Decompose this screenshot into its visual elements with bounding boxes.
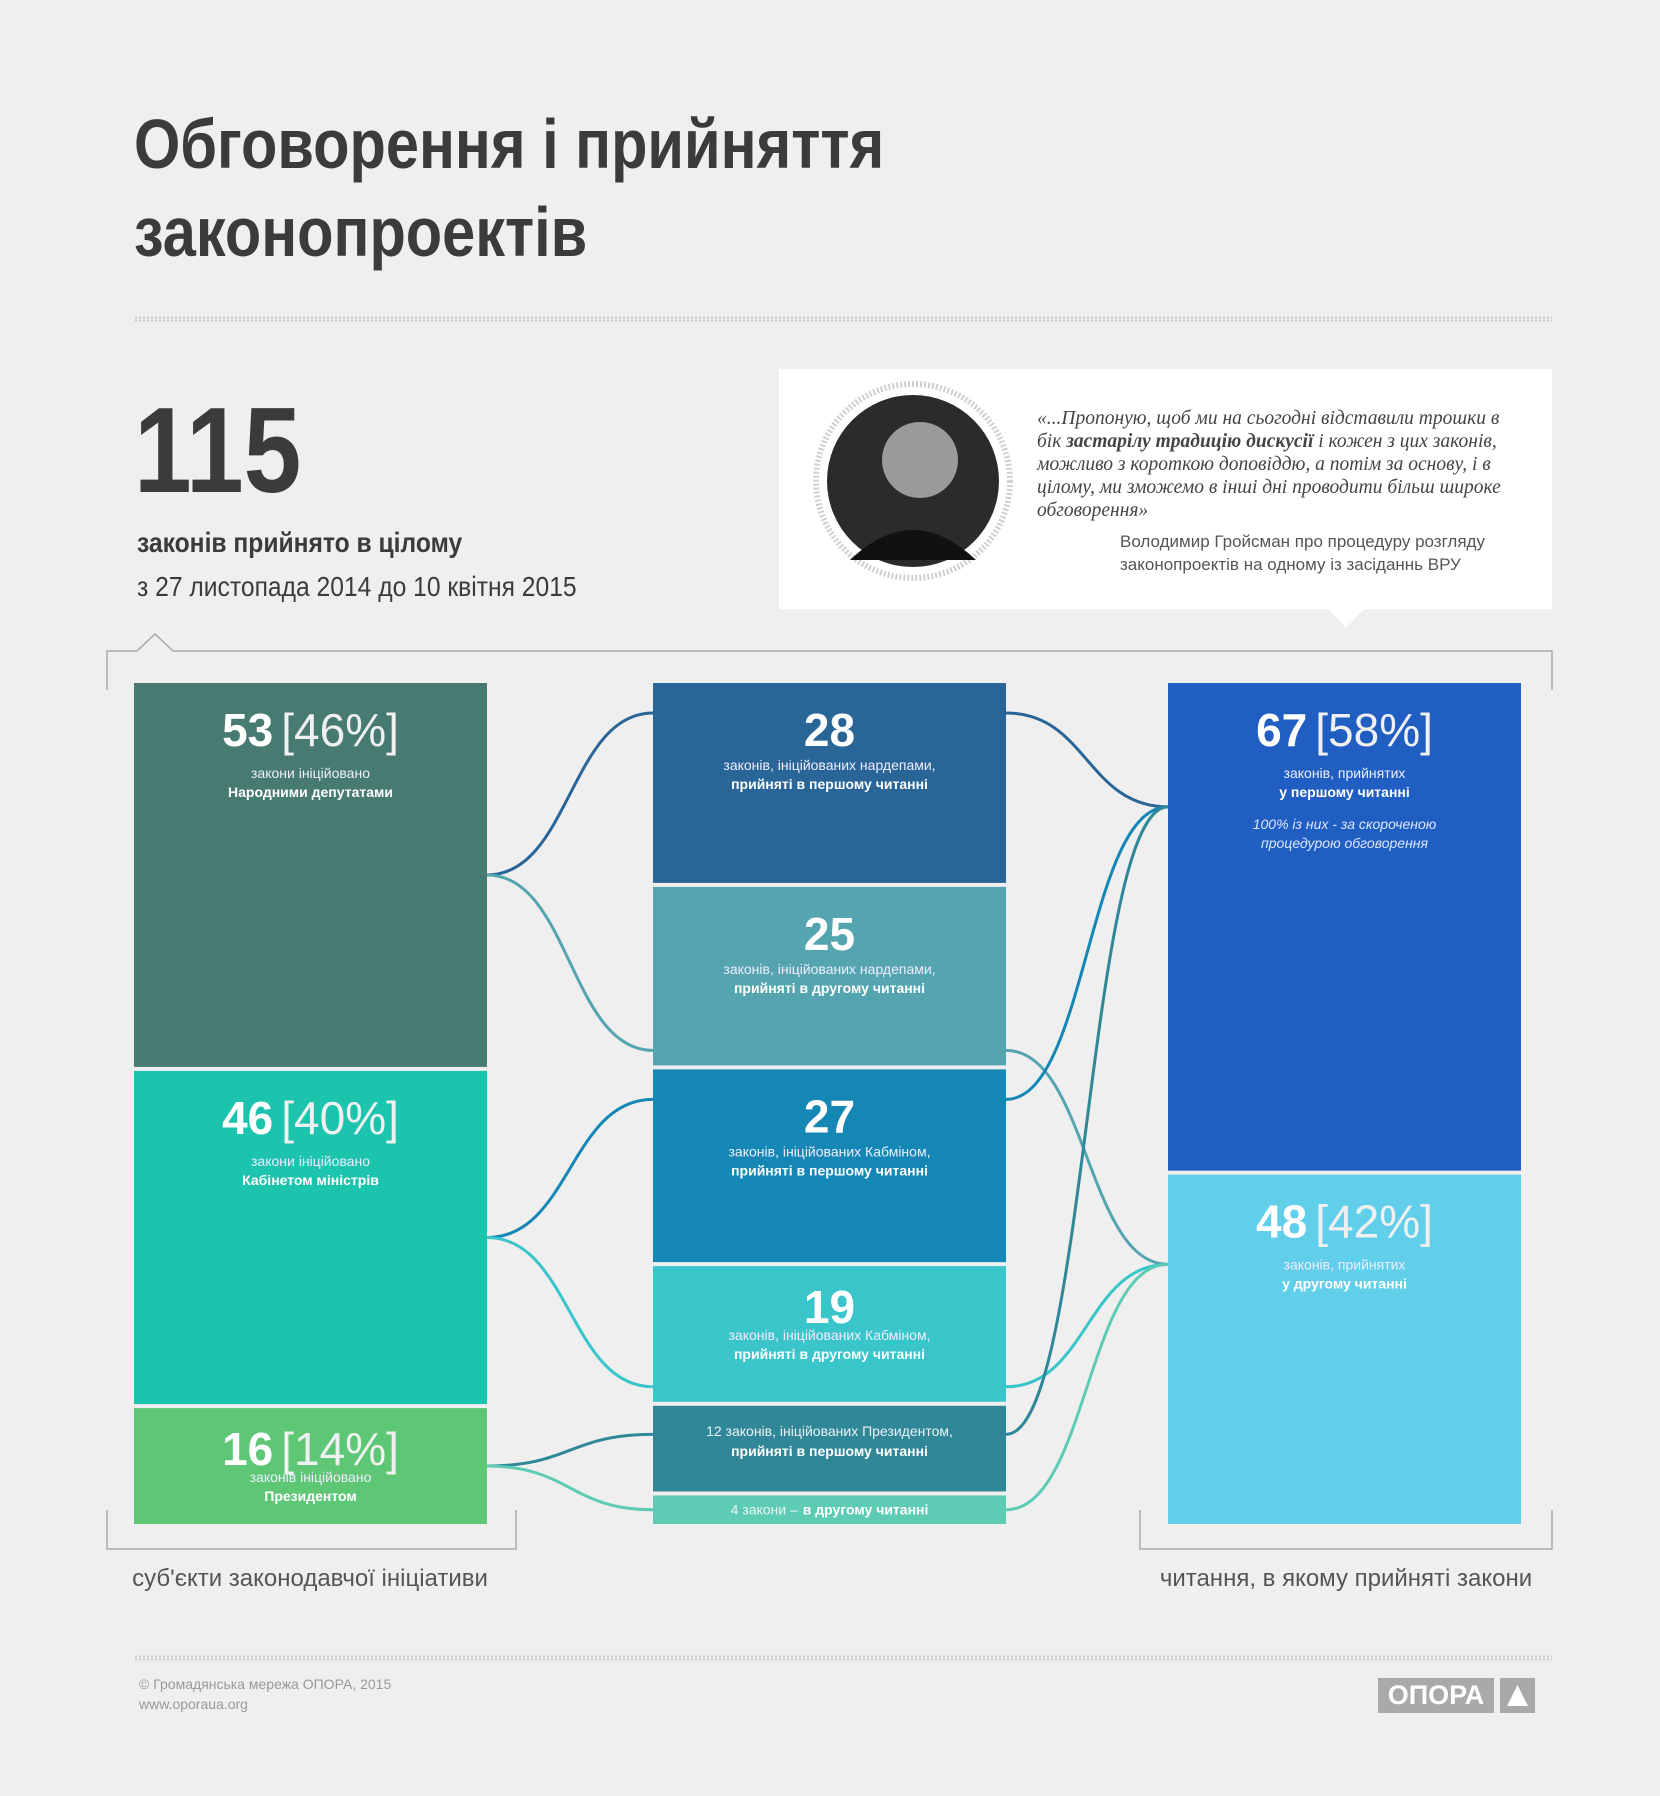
node-block bbox=[653, 1405, 1006, 1492]
node-caption-bold: прийняті в першому читанні bbox=[731, 1162, 928, 1178]
total-caption: законів прийнято в цілому bbox=[137, 527, 463, 558]
quote-pointer bbox=[1328, 609, 1364, 628]
node-value: 46 bbox=[222, 1092, 273, 1144]
node-number: 48 [42%] bbox=[1256, 1196, 1433, 1248]
separator bbox=[134, 316, 1552, 322]
node-caption: закони ініційовано bbox=[251, 1153, 370, 1169]
node-caption-bold: Кабінетом міністрів bbox=[242, 1172, 379, 1188]
node-caption: 4 закони – в другому читанні bbox=[731, 1502, 929, 1518]
flow-link bbox=[486, 873, 654, 1052]
node-caption-bold: прийняті в другому читанні bbox=[734, 980, 925, 996]
node-number: 16 [14%] bbox=[222, 1423, 399, 1475]
flow-link bbox=[1005, 711, 1169, 809]
flow-link bbox=[486, 1236, 654, 1389]
node-number: 25 bbox=[804, 908, 855, 960]
node-caption-bold: Президентом bbox=[264, 1488, 357, 1504]
node-block bbox=[653, 683, 1006, 883]
node-value: 25 bbox=[804, 908, 855, 960]
node-number: 19 bbox=[804, 1281, 855, 1333]
title: Обговорення і прийняття законопроектів bbox=[134, 105, 885, 271]
node-number: 53 [46%] bbox=[222, 704, 399, 756]
column-label: читання, в якому прийняті закони bbox=[1160, 1565, 1532, 1592]
photo-face bbox=[882, 422, 958, 498]
node-block bbox=[653, 1069, 1006, 1263]
quote-emphasis: застарілу традицію дискусії bbox=[1066, 431, 1314, 452]
url: www.oporaua.org bbox=[139, 1696, 248, 1712]
node-value-label: 12 законів, ініційованих Президентом, bbox=[706, 1423, 953, 1439]
node-value: 27 bbox=[804, 1090, 855, 1142]
node-block bbox=[134, 683, 487, 1067]
node-caption: законів, прийнятих bbox=[1284, 765, 1406, 781]
bracket-top bbox=[106, 632, 1553, 690]
attribution: Володимир Гройсман про процедуру розгляд… bbox=[1120, 532, 1485, 574]
node-value: 19 bbox=[804, 1281, 855, 1333]
quote-text: і кожен з цих законів, можливо з коротко… bbox=[1037, 431, 1501, 521]
flow-link bbox=[1005, 1262, 1169, 1512]
node-number: 27 bbox=[804, 1090, 855, 1142]
node-caption-bold: прийняті в першому читанні bbox=[731, 1443, 928, 1459]
node-caption: законів, ініційованих Кабміном, bbox=[729, 1143, 931, 1159]
node-caption: законів, ініційованих Кабміном, bbox=[729, 1327, 931, 1343]
flow-link bbox=[1005, 1262, 1169, 1389]
logo-mark bbox=[1500, 1678, 1535, 1713]
node-value: 48 bbox=[1256, 1196, 1307, 1248]
flow-link bbox=[486, 711, 654, 877]
flow-link bbox=[1005, 805, 1169, 1436]
node-caption: законів, прийнятих bbox=[1284, 1257, 1406, 1273]
node-caption-bold: Народними депутатами bbox=[228, 784, 393, 800]
bracket-right bbox=[1139, 1510, 1553, 1550]
total: 115 bbox=[134, 382, 302, 518]
node-value: 53 bbox=[222, 704, 273, 756]
node-number: 28 bbox=[804, 704, 855, 756]
quote: «...Пропоную, щоб ми на сьогодні відстав… bbox=[1037, 407, 1507, 522]
node-caption-bold: у першому читанні bbox=[1279, 784, 1410, 800]
logo-icon bbox=[1507, 1685, 1528, 1706]
node-block bbox=[653, 886, 1006, 1066]
flow-link bbox=[486, 1464, 654, 1512]
column-label: суб'єкти законодавчої ініціативи bbox=[132, 1565, 488, 1592]
node-block bbox=[134, 1070, 487, 1405]
separator bbox=[134, 1655, 1552, 1661]
flow-link bbox=[486, 1432, 654, 1468]
period: з 27 листопада 2014 до 10 квітня 2015 bbox=[137, 571, 577, 602]
node-number: 67 [58%] bbox=[1256, 704, 1433, 756]
node-share: [58%] bbox=[1315, 704, 1433, 756]
node-block bbox=[134, 1408, 487, 1524]
quote-text: «...Пропоную, щоб ми на сьогодні відстав… bbox=[1037, 408, 1500, 452]
logo: ОПОРА bbox=[1378, 1678, 1494, 1713]
node-note: процедурою обговорення bbox=[1261, 835, 1428, 851]
node-caption-bold: у другому читанні bbox=[1282, 1276, 1407, 1292]
photo-shoulders bbox=[850, 530, 976, 560]
flow-link bbox=[486, 1097, 654, 1239]
node-caption: законів, ініційованих нардепами, bbox=[723, 961, 935, 977]
node-caption-bold: прийняті в першому читанні bbox=[731, 776, 928, 792]
node-value-label: 4 закони – bbox=[731, 1502, 798, 1518]
node-note: 100% із них - за скороченою bbox=[1253, 816, 1437, 832]
node-share: [14%] bbox=[281, 1423, 399, 1475]
node-block bbox=[653, 1495, 1006, 1524]
node-value: 28 bbox=[804, 704, 855, 756]
node-block bbox=[1168, 683, 1521, 1171]
node-share: [42%] bbox=[1315, 1196, 1433, 1248]
flow-link bbox=[1005, 805, 1169, 1101]
node-value: 67 bbox=[1256, 704, 1307, 756]
node-caption-bold: в другому читанні bbox=[803, 1502, 929, 1518]
node-caption: закони ініційовано bbox=[251, 765, 370, 781]
node-caption-bold: прийняті в другому читанні bbox=[734, 1346, 925, 1362]
node-value: 16 bbox=[222, 1423, 273, 1475]
node-share: [46%] bbox=[281, 704, 399, 756]
node-caption: законів, ініційованих нардепами, bbox=[723, 757, 935, 773]
bracket-left bbox=[106, 1510, 517, 1550]
node-block bbox=[653, 1266, 1006, 1402]
copyright: © Громадянська мережа ОПОРА, 2015 bbox=[139, 1676, 392, 1692]
node-caption: законів ініційовано bbox=[250, 1469, 372, 1485]
node-share: [40%] bbox=[281, 1092, 399, 1144]
flow-link bbox=[1005, 1048, 1169, 1266]
node-block bbox=[1168, 1174, 1521, 1524]
node-number: 46 [40%] bbox=[222, 1092, 399, 1144]
